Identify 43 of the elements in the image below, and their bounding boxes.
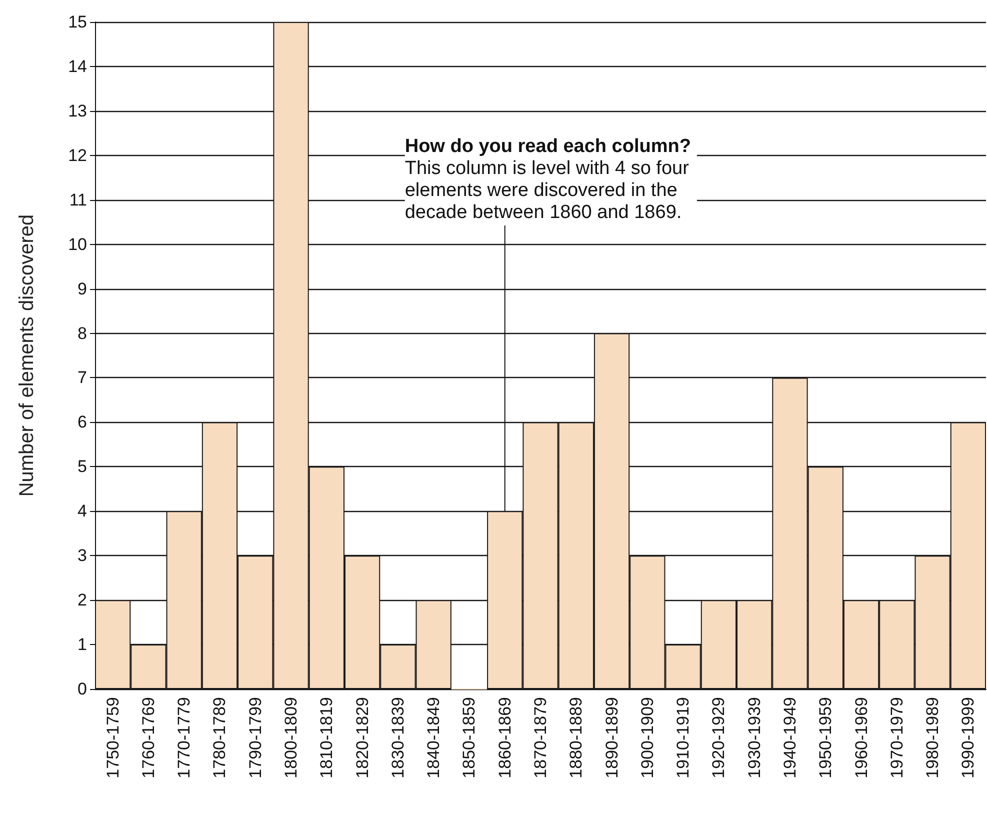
y-tick-label: 7 — [78, 368, 87, 388]
x-tick-label: 1890-1899 — [602, 697, 622, 778]
x-tick-label: 1880-1889 — [566, 697, 586, 778]
x-tick-label: 1840-1849 — [424, 697, 444, 778]
y-tick-label: 5 — [78, 457, 87, 476]
x-tick-label: 1770-1779 — [174, 697, 194, 778]
y-tick-label: 13 — [68, 101, 87, 120]
x-tick-label: 1870-1879 — [531, 697, 550, 778]
y-tick-label: 2 — [78, 590, 87, 610]
x-tick-label: 1930-1939 — [744, 697, 764, 778]
x-tick-label: 1830-1839 — [388, 697, 408, 778]
y-tick-label: 9 — [78, 279, 87, 298]
y-tick-label: 14 — [68, 56, 87, 76]
y-tick-label: 15 — [68, 12, 87, 32]
x-tick-label: 1940-1949 — [780, 697, 800, 778]
x-tick-label: 1760-1769 — [138, 697, 158, 778]
x-tick-label: 1970-1979 — [887, 697, 906, 778]
y-axis-title: Number of elements discovered — [16, 214, 38, 497]
y-tick-label: 10 — [68, 234, 87, 254]
x-tick-label: 1860-1869 — [495, 697, 514, 778]
x-tick-label: 1850-1859 — [460, 697, 479, 778]
x-tick-label: 1790-1799 — [246, 697, 265, 778]
x-tick-label: 1810-1819 — [317, 697, 336, 778]
y-tick-label: 1 — [78, 635, 87, 654]
y-tick-label: 11 — [69, 190, 87, 210]
x-tick-label: 1910-1919 — [674, 697, 693, 778]
y-tick-label: 8 — [78, 324, 87, 343]
x-tick-label: 1750-1759 — [103, 697, 122, 778]
y-tick-label: 3 — [78, 546, 87, 566]
x-tick-label: 1800-1809 — [282, 697, 301, 778]
x-tick-label: 1950-1959 — [816, 697, 836, 778]
x-tick-label: 1980-1989 — [923, 697, 942, 778]
x-tick-label: 1920-1929 — [709, 697, 728, 778]
y-tick-label: 12 — [68, 146, 87, 165]
y-tick-label: 0 — [78, 680, 87, 698]
x-tick-label: 1960-1969 — [852, 697, 871, 778]
x-tick-label: 1990-1999 — [958, 697, 978, 778]
y-tick-label: 6 — [78, 412, 87, 432]
y-tick-label: 4 — [78, 502, 87, 521]
annotation: How do you read each column? This column is level with 4 so four elements were discovered in the decade between 1860 and 1869. — [404, 136, 691, 223]
x-tick-label: 1820-1829 — [352, 697, 372, 778]
x-tick-label: 1900-1909 — [638, 697, 657, 778]
x-tick-label: 1780-1789 — [210, 697, 230, 778]
